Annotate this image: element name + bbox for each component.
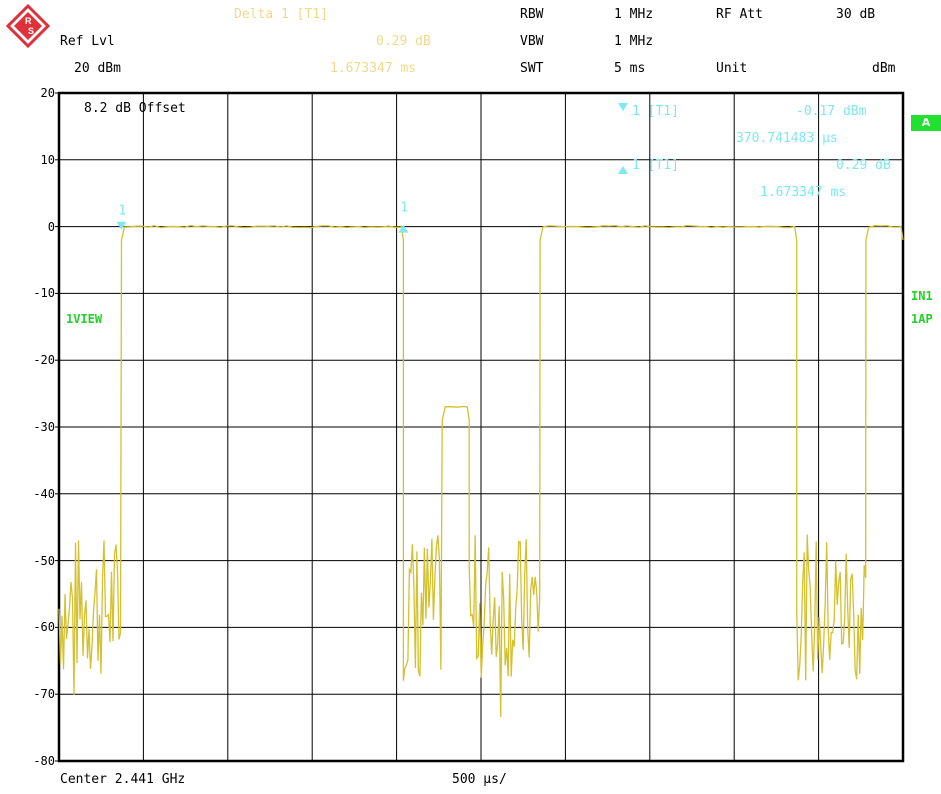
- marker1-label: 1 [T1]: [632, 104, 679, 119]
- trace-1: [58, 224, 904, 717]
- trace-mode-label: 1AP: [911, 312, 933, 326]
- ref-lvl-label: Ref Lvl: [60, 34, 115, 49]
- swt-label: SWT: [520, 61, 544, 76]
- y-tick-label: 20: [40, 86, 55, 100]
- delta-time: 1.673347 ms: [330, 61, 417, 76]
- unit-value: dBm: [872, 61, 896, 76]
- svg-text:S: S: [28, 26, 34, 36]
- unit-label: Unit: [716, 61, 748, 76]
- input-label: IN1: [911, 289, 933, 303]
- delta1-time: 1.673347 ms: [760, 185, 847, 200]
- span-per-division: 500 μs/: [452, 772, 507, 787]
- rbw-label: RBW: [520, 7, 544, 22]
- y-tick-label: -50: [33, 553, 55, 568]
- marker1-level: -0.17 dBm: [796, 104, 867, 119]
- svg-text:R: R: [25, 16, 32, 26]
- marker-point: [116, 221, 127, 230]
- vbw-label: VBW: [520, 34, 544, 49]
- plot-grid: [55, 91, 905, 763]
- ref-lvl-value: 20 dBm: [74, 61, 121, 76]
- y-tick-label: 0: [47, 219, 55, 234]
- y-tick-label: -80: [33, 754, 55, 768]
- rohde-schwarz-logo-icon: R S: [6, 4, 50, 48]
- delta1-level: 0.29 dB: [836, 158, 891, 173]
- delta1-label: 1 [T1]: [632, 158, 679, 173]
- y-tick-label: -60: [33, 620, 55, 635]
- y-tick-label: -10: [33, 286, 55, 301]
- marker-point: [398, 224, 409, 233]
- delta-level: 0.29 dB: [376, 34, 431, 49]
- offset-label: 8.2 dB Offset: [84, 101, 186, 116]
- rf-att-value: 30 dB: [836, 7, 876, 22]
- marker-number-label: 1: [400, 201, 408, 216]
- marker-down-triangle-icon: [618, 103, 628, 111]
- marker1-time: 370.741483 μs: [736, 131, 838, 146]
- y-tick-label: -20: [33, 353, 55, 368]
- y-tick-label: -70: [33, 687, 55, 702]
- y-tick-label: -40: [33, 486, 55, 501]
- view-label: 1VIEW: [66, 312, 103, 326]
- center-frequency: Center 2.441 GHz: [60, 772, 186, 787]
- y-tick-label: -30: [33, 420, 55, 434]
- swt-value: 5 ms: [614, 61, 646, 76]
- marker-number-label: 1: [118, 204, 126, 219]
- marker-up-triangle-icon: [618, 166, 628, 174]
- trace-a-badge: A: [911, 115, 941, 131]
- rf-att-label: RF Att: [716, 7, 763, 22]
- delta-label: Delta 1 [T1]: [234, 7, 328, 22]
- y-tick-label: 10: [40, 152, 55, 167]
- vbw-value: 1 MHz: [614, 34, 654, 49]
- trace-line: [58, 224, 904, 717]
- rbw-value: 1 MHz: [614, 7, 654, 22]
